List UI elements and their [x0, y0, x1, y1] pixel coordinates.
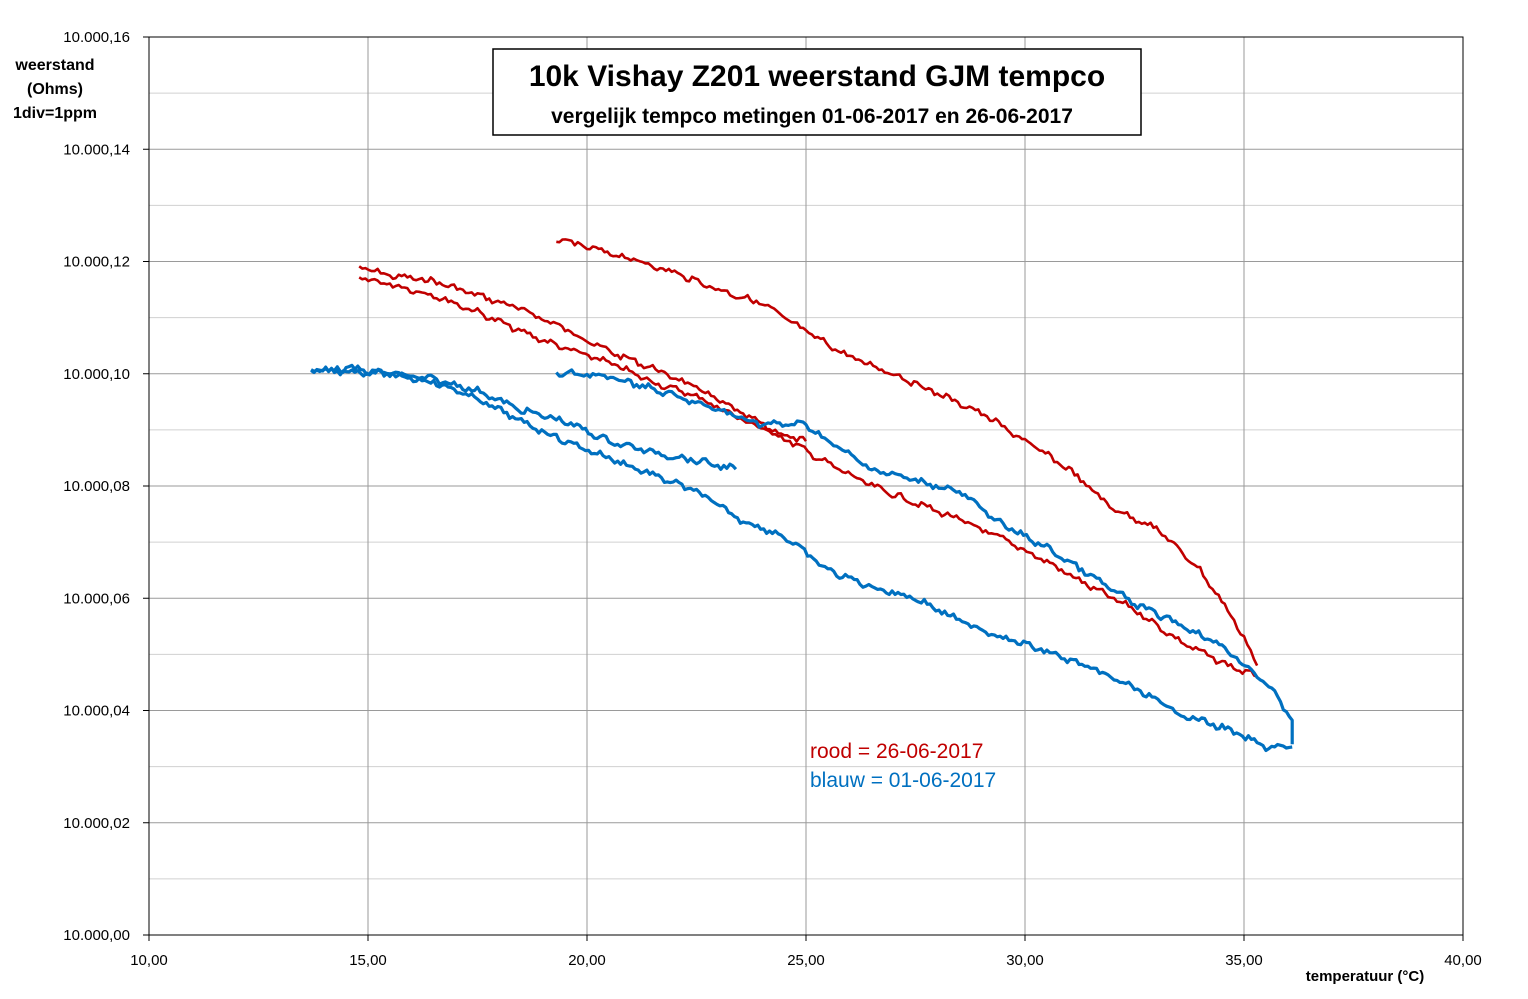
red-series-line [358, 276, 1258, 679]
y-axis-title-line-3: 1div=1ppm [13, 105, 97, 122]
y-tick-label: 10.000,08 [63, 478, 130, 495]
grid [143, 36, 1464, 941]
legend-entry-red: rood = 26-06-2017 [810, 740, 983, 763]
series-layer [310, 238, 1294, 753]
title-box: 10k Vishay Z201 weerstand GJM tempco ver… [492, 48, 1142, 136]
y-tick-label: 10.000,02 [63, 815, 130, 832]
tick-labels: 10.000,00 10.000,02 10.000,04 10.000,06 10.0… [63, 29, 1482, 969]
title-box-frame [492, 48, 1142, 136]
y-tick-label: 10.000,12 [63, 254, 130, 271]
y-axis-title-line-2: (Ohms) [27, 81, 83, 98]
y-axis-title: weerstand (Ohms) 1div=1ppm [13, 57, 97, 122]
y-tick-label: 10.000,06 [63, 590, 130, 607]
chart-title: 10k Vishay Z201 weerstand GJM tempco [529, 60, 1105, 93]
red-series-line [556, 238, 1259, 667]
legend: rood = 26-06-2017 blauw = 01-06-2017 [810, 740, 996, 792]
x-tick-label: 30,00 [1006, 952, 1044, 969]
x-tick-label: 15,00 [349, 952, 387, 969]
blue-series-line [555, 368, 1294, 745]
x-tick-label: 40,00 [1444, 952, 1482, 969]
legend-entry-blue: blauw = 01-06-2017 [810, 769, 996, 792]
red-series-line [358, 265, 808, 443]
y-tick-label: 10.000,10 [63, 366, 130, 383]
x-tick-label: 20,00 [568, 952, 606, 969]
x-axis-title: temperatuur (°C) [1306, 968, 1425, 985]
x-tick-label: 35,00 [1225, 952, 1263, 969]
plot-frame [148, 36, 1464, 936]
y-tick-label: 10.000,00 [63, 927, 130, 944]
y-tick-label: 10.000,16 [63, 29, 130, 46]
x-tick-label: 25,00 [787, 952, 825, 969]
blue-series-line [310, 365, 1293, 753]
x-tick-label: 10,00 [130, 952, 168, 969]
y-tick-label: 10.000,14 [63, 141, 130, 158]
y-tick-label: 10.000,04 [63, 703, 130, 720]
y-axis-title-line-1: weerstand [14, 57, 94, 74]
chart-subtitle: vergelijk tempco metingen 01-06-2017 en … [551, 105, 1073, 128]
